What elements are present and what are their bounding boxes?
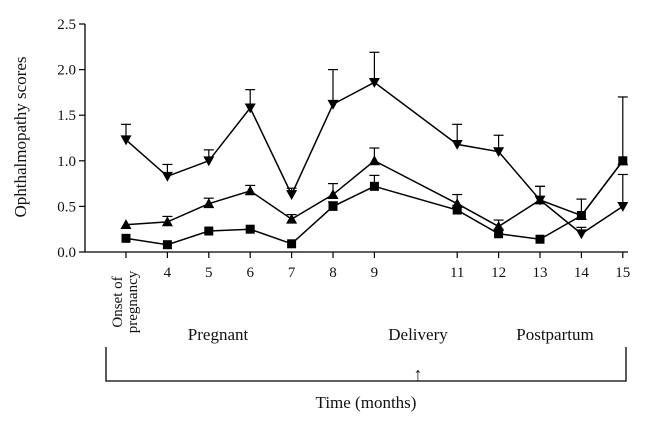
series-line — [125, 159, 624, 228]
phase-label-delivery: Delivery — [388, 325, 448, 344]
data-point — [245, 224, 255, 234]
data-point — [121, 233, 131, 243]
x-tick-label: 13 — [533, 265, 548, 281]
onset-label: Onset of pregnancy — [110, 270, 141, 333]
data-point — [493, 147, 505, 158]
x-tick-label: 15 — [615, 265, 630, 281]
data-point — [452, 205, 462, 215]
series-triangle-down — [120, 51, 629, 240]
y-axis-title: Ophthalmopathy scores — [11, 57, 30, 218]
data-point — [576, 211, 586, 221]
x-tick-label: 6 — [246, 265, 254, 281]
data-point — [161, 171, 173, 182]
x-tick-label: 11 — [450, 265, 464, 281]
x-axis-title: Time (months) — [316, 393, 417, 412]
x-tick-label: 9 — [371, 265, 379, 281]
series-square — [121, 156, 628, 250]
series-layer — [120, 51, 629, 250]
data-point — [617, 202, 629, 212]
onset-label-line2: pregnancy — [125, 270, 141, 333]
data-point — [203, 198, 215, 209]
x-tick-label: 5 — [205, 265, 213, 281]
y-tick-label: 1.0 — [57, 154, 76, 170]
delivery-arrow: ↑ — [414, 364, 423, 384]
x-tick-label: 7 — [288, 265, 296, 281]
x-tick-label: 14 — [574, 265, 590, 281]
data-point — [286, 213, 298, 224]
data-point — [451, 139, 463, 150]
data-point — [161, 216, 173, 227]
data-point — [120, 219, 132, 230]
phase-label-postpartum: Postpartum — [516, 325, 593, 344]
data-point — [204, 226, 214, 236]
phase-label-pregnant: Pregnant — [188, 325, 249, 344]
data-point — [162, 240, 172, 250]
onset-label-line1: Onset of — [110, 276, 126, 327]
data-point — [575, 229, 587, 240]
data-point — [120, 135, 132, 146]
data-point — [244, 185, 256, 196]
y-tick-label: 1.5 — [57, 108, 76, 124]
x-tick-label: 8 — [329, 265, 337, 281]
data-point — [287, 239, 297, 249]
series-line — [125, 160, 624, 246]
series-line — [125, 81, 624, 235]
axes: 0.0 0.5 1.0 1.5 2.0 2.5 4 5 6 7 8 9 11 12 13 14 15 — [57, 17, 630, 281]
x-tick-label: 12 — [491, 265, 506, 281]
y-tick-label: 2.0 — [57, 63, 76, 79]
data-point — [203, 156, 215, 167]
data-point — [244, 103, 256, 114]
x-tick-label: 4 — [164, 265, 172, 281]
y-tick-label: 0.5 — [57, 199, 76, 215]
data-point — [369, 181, 379, 191]
data-point — [493, 220, 505, 231]
data-point — [534, 194, 546, 205]
timeline-bracket — [105, 347, 627, 382]
data-point — [535, 234, 545, 244]
data-point — [368, 155, 380, 166]
data-point — [494, 229, 504, 239]
data-point — [328, 201, 338, 211]
y-tick-label: 2.5 — [57, 17, 76, 33]
data-point — [368, 77, 380, 88]
data-point — [327, 99, 339, 110]
data-point — [286, 190, 298, 201]
data-point — [618, 156, 628, 166]
data-point — [327, 189, 339, 199]
y-tick-label: 0.0 — [57, 245, 76, 261]
